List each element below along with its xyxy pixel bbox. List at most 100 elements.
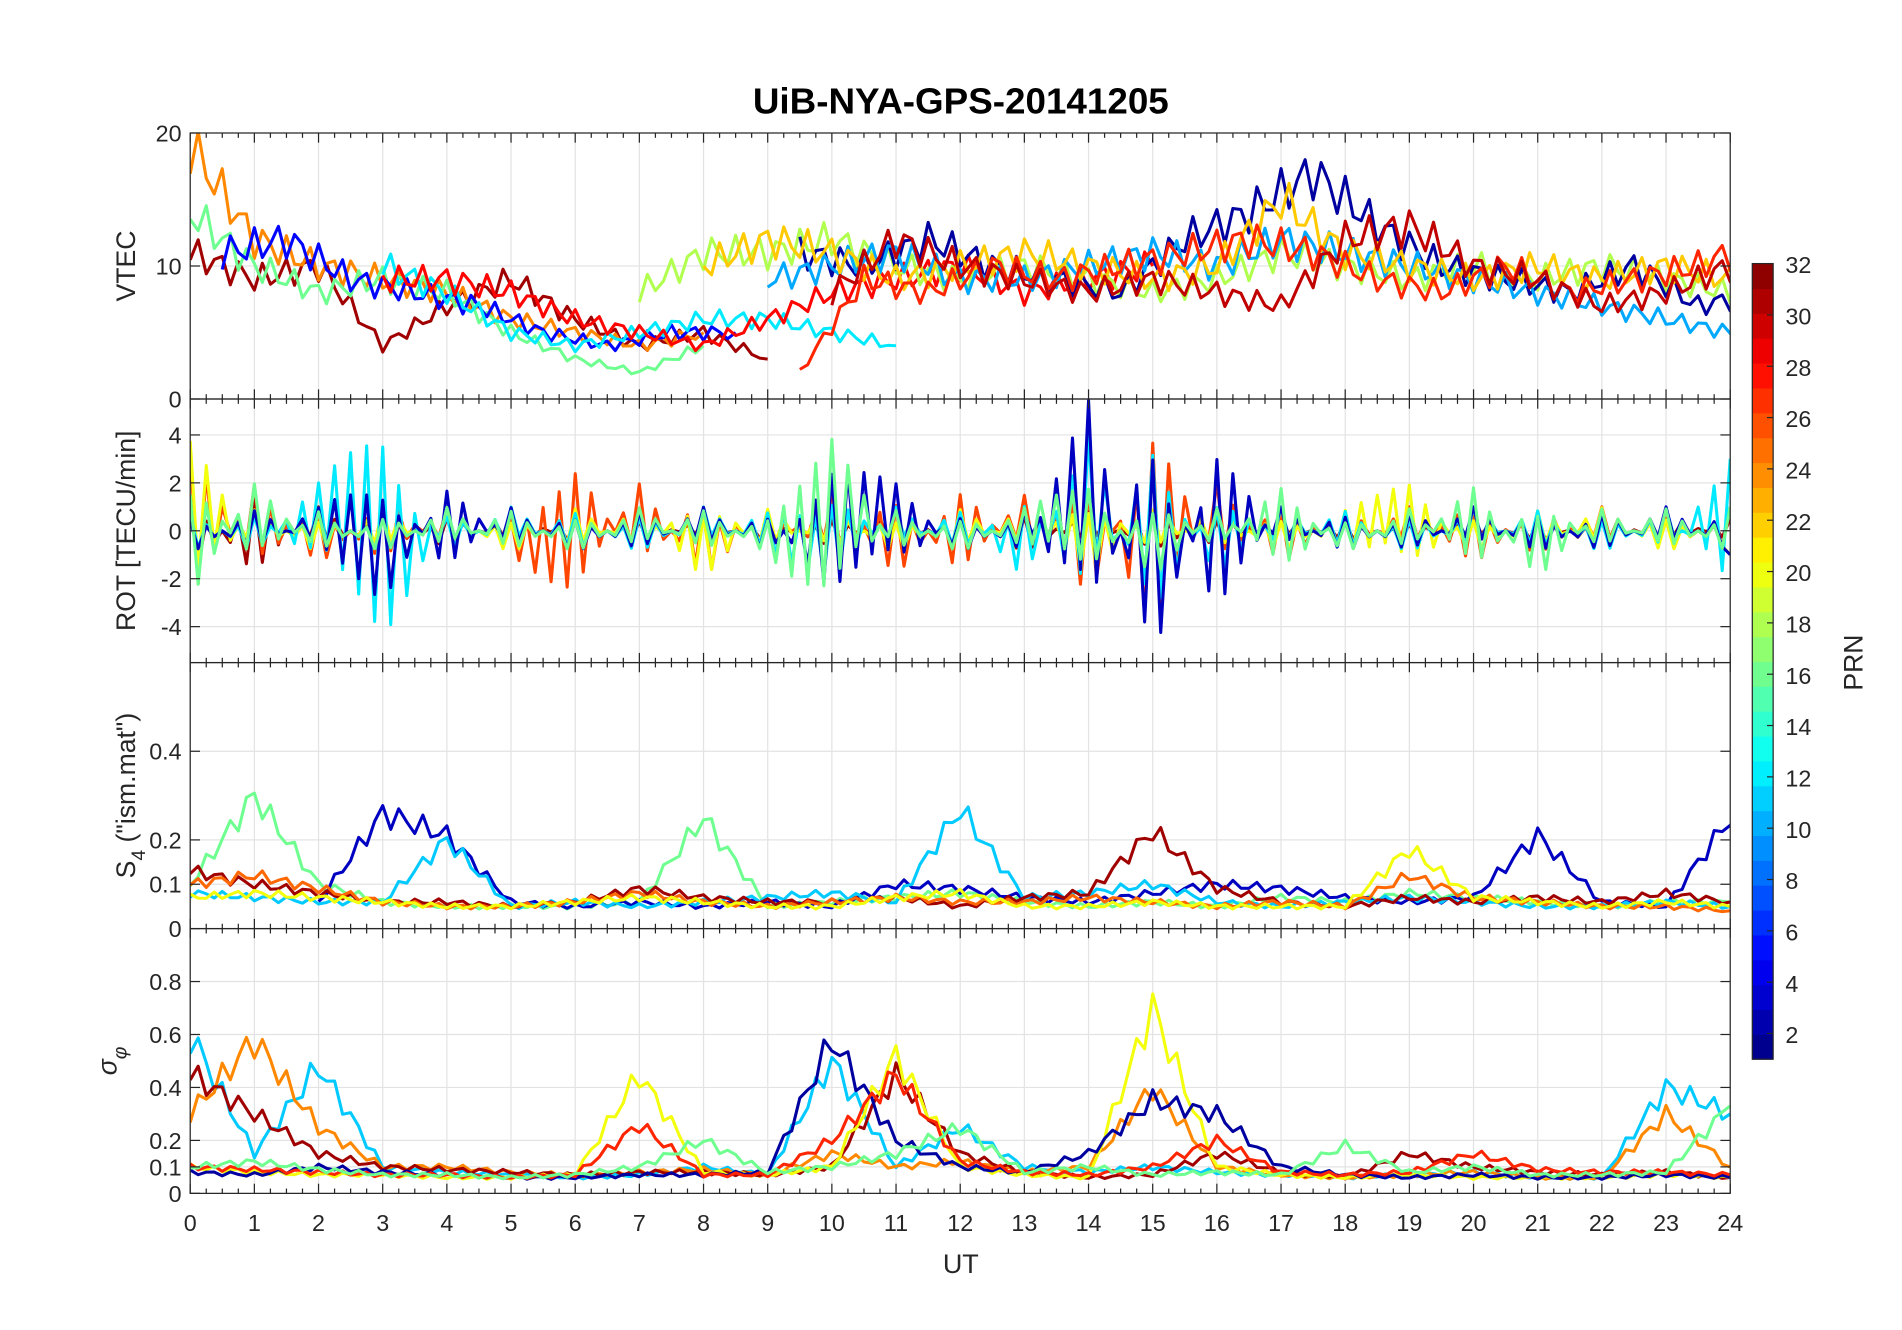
x-tick-label: 3 bbox=[376, 1210, 389, 1236]
x-tick-label: 5 bbox=[505, 1210, 518, 1236]
series-line-prn-16 bbox=[190, 204, 705, 376]
series-line-prn-16 bbox=[190, 437, 1731, 588]
colorbar-tick-label: 12 bbox=[1785, 766, 1811, 792]
colorbar-tick-label: 8 bbox=[1785, 868, 1798, 894]
x-tick-label: 23 bbox=[1653, 1210, 1679, 1236]
colorbar-segment bbox=[1752, 885, 1774, 911]
colorbar-tick-label: 22 bbox=[1785, 509, 1811, 535]
colorbar-segment bbox=[1752, 909, 1774, 936]
colorbar-tick-label: 10 bbox=[1785, 817, 1811, 843]
colorbar-segment bbox=[1752, 338, 1774, 364]
subplot-s4: 0 0.1 0.2 0.4S4 ("ism.mat") bbox=[111, 661, 1731, 942]
y-axis-label: VTEC bbox=[111, 231, 141, 302]
colorbar-tick-label: 30 bbox=[1785, 304, 1811, 330]
y-tick-label: 0.4 bbox=[149, 1075, 182, 1101]
y-tick-label: 2 bbox=[169, 470, 182, 496]
y-tick-label: 0.6 bbox=[149, 1022, 181, 1048]
colorbar-segment bbox=[1752, 636, 1774, 662]
colorbar-segment bbox=[1752, 959, 1774, 986]
colorbar-segment bbox=[1752, 1034, 1774, 1060]
series-group bbox=[190, 399, 1731, 634]
y-tick-label: 0.1 bbox=[149, 1155, 181, 1181]
colorbar-segment bbox=[1752, 437, 1774, 464]
x-tick-label: 19 bbox=[1396, 1210, 1422, 1236]
colorbar-tick-label: 14 bbox=[1785, 714, 1811, 740]
x-tick-label: 15 bbox=[1140, 1210, 1166, 1236]
series-line-prn-28 bbox=[381, 250, 1155, 353]
x-tick-label: 13 bbox=[1011, 1210, 1037, 1236]
colorbar-segment bbox=[1752, 512, 1774, 538]
colorbar-tick-label: 32 bbox=[1785, 252, 1811, 278]
chart-title: UiB-NYA-GPS-20141205 bbox=[753, 81, 1169, 122]
colorbar-segment bbox=[1752, 611, 1774, 638]
y-tick-label: -4 bbox=[161, 614, 182, 640]
y-tick-label: 0.4 bbox=[149, 739, 182, 765]
x-tick-label: 12 bbox=[947, 1210, 973, 1236]
series-line-prn-2 bbox=[798, 158, 1731, 317]
colorbar-segment bbox=[1752, 835, 1774, 861]
subplot-sigma: 00.10.2 0.4 0.6 0.8 σφ bbox=[92, 927, 1731, 1207]
colorbar-tick-label: 16 bbox=[1785, 663, 1811, 689]
colorbar-tick-label: 28 bbox=[1785, 355, 1811, 381]
y-tick-label: 0 bbox=[169, 518, 182, 544]
colorbar-segment bbox=[1752, 263, 1774, 290]
colorbar-tick-label: 26 bbox=[1785, 406, 1811, 432]
series-line-prn-12 bbox=[381, 252, 897, 354]
x-tick-label: 11 bbox=[884, 1210, 908, 1236]
x-tick-label: 8 bbox=[697, 1210, 710, 1236]
x-tick-label: 4 bbox=[440, 1210, 453, 1236]
x-tick-label: 1 bbox=[248, 1210, 261, 1236]
y-tick-label: 0 bbox=[169, 1181, 182, 1207]
colorbar-segment bbox=[1752, 363, 1774, 389]
colorbar-tick-label: 18 bbox=[1785, 612, 1811, 638]
y-tick-label: 0.8 bbox=[149, 969, 181, 995]
x-tick-label: 7 bbox=[633, 1210, 646, 1236]
x-tick-label: 22 bbox=[1589, 1210, 1615, 1236]
series-group bbox=[190, 992, 1731, 1181]
y-tick-label: 4 bbox=[169, 423, 182, 449]
y-axis-label: σφ bbox=[92, 1046, 131, 1075]
y-tick-label: 0.2 bbox=[149, 828, 181, 854]
colorbar-segment bbox=[1752, 934, 1774, 961]
series-line-prn-16 bbox=[190, 1104, 1731, 1181]
series-line-prn-20 bbox=[190, 845, 1731, 911]
colorbar-tick-label: 2 bbox=[1785, 1022, 1798, 1048]
subplot-vtec: 0 10 20 VTEC bbox=[111, 121, 1731, 413]
y-tick-label: 0.1 bbox=[149, 872, 181, 898]
colorbar-segment bbox=[1752, 661, 1774, 687]
y-axis-label: S4 ("ism.mat") bbox=[111, 713, 150, 879]
series-line-prn-20 bbox=[190, 992, 1731, 1181]
colorbar-segment bbox=[1752, 760, 1774, 787]
x-tick-label: 2 bbox=[312, 1210, 325, 1236]
colorbar-segment bbox=[1752, 561, 1774, 588]
series-line-prn-3 bbox=[317, 804, 1731, 910]
colorbar-segment bbox=[1752, 984, 1774, 1011]
series-line-prn-27 bbox=[190, 1070, 1731, 1181]
y-tick-label: 0 bbox=[169, 387, 182, 413]
y-tick-label: 20 bbox=[156, 121, 182, 147]
series-line-prn-30 bbox=[830, 209, 1731, 314]
subplot-rot: -4 -2 0 2 4 ROT [TECU/min] bbox=[111, 398, 1731, 664]
x-tick-label: 6 bbox=[569, 1210, 582, 1236]
x-tick-label: 0 bbox=[184, 1210, 197, 1236]
colorbar-segment bbox=[1752, 711, 1774, 737]
y-tick-label: -2 bbox=[161, 566, 182, 592]
colorbar-segment bbox=[1752, 735, 1774, 762]
x-tick-label: 21 bbox=[1525, 1210, 1551, 1236]
series-line-prn-27 bbox=[799, 223, 1731, 371]
series-line-prn-22 bbox=[702, 181, 1731, 293]
y-tick-label: 10 bbox=[156, 254, 182, 280]
x-tick-label: 18 bbox=[1332, 1210, 1358, 1236]
colorbar-segment bbox=[1752, 1009, 1774, 1035]
x-tick-label: 10 bbox=[819, 1210, 845, 1236]
x-axis-label: UT bbox=[943, 1249, 979, 1279]
colorbar-tick-label: 6 bbox=[1785, 920, 1798, 946]
colorbar-frame bbox=[1751, 262, 1774, 1060]
colorbar-segment bbox=[1752, 487, 1774, 513]
x-tick-label: 20 bbox=[1461, 1210, 1487, 1236]
colorbar-segment bbox=[1752, 462, 1774, 488]
x-tick-label: 9 bbox=[761, 1210, 774, 1236]
